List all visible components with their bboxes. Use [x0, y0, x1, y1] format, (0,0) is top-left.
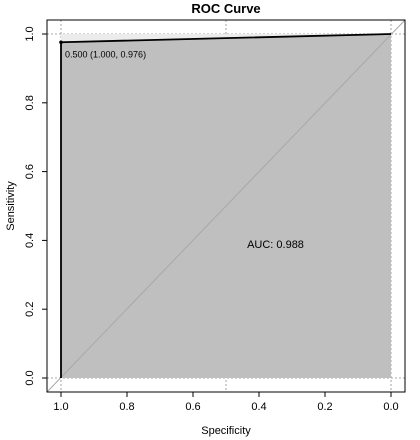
y-tick-label: 0.2: [24, 302, 36, 317]
y-tick-label: 0.4: [24, 233, 36, 248]
threshold-point: [59, 40, 63, 45]
x-tick-label: 0.8: [119, 401, 134, 413]
x-tick-label: 1.0: [53, 401, 68, 413]
y-tick-label: 0.8: [24, 95, 36, 110]
x-axis-label: Specificity: [201, 425, 251, 437]
y-tick-label: 1.0: [24, 26, 36, 41]
x-tick-label: 0.0: [383, 401, 398, 413]
auc-label: AUC: 0.988: [247, 239, 304, 251]
reference-diagonal: [46, 19, 406, 393]
threshold-label: 0.500 (1.000, 0.976): [65, 49, 146, 59]
y-tick-label: 0.0: [24, 370, 36, 385]
x-tick-label: 0.2: [317, 401, 332, 413]
axes: 1.0 0.8 0.6 0.4 0.2 0.0 0.0 0.2 0.4 0.6 0.8 1.0: [24, 26, 399, 413]
plot-area: [46, 19, 406, 393]
y-axis-label: Sensitivity: [5, 181, 17, 231]
plot-frame: [46, 19, 406, 393]
chart-title: ROC Curve: [191, 1, 260, 16]
x-tick-label: 0.6: [185, 401, 200, 413]
x-tick-label: 0.4: [251, 401, 266, 413]
y-tick-label: 0.6: [24, 164, 36, 179]
